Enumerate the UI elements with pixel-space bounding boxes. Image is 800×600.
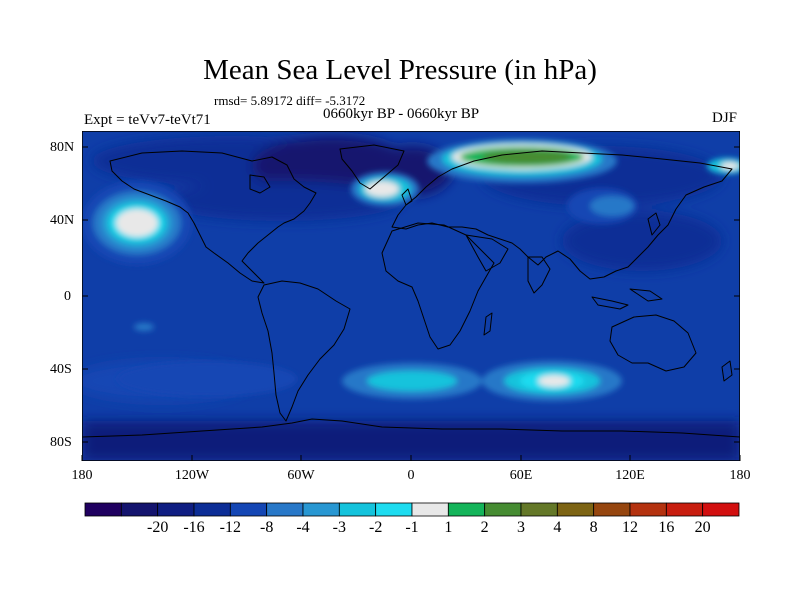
colorbar-label: -12 — [219, 519, 241, 536]
colorbar-swatch — [120, 502, 159, 517]
colorbar-swatch — [266, 502, 304, 517]
coastlines — [82, 144, 740, 438]
colorbar-label: -8 — [259, 519, 274, 536]
lat-tick-label: 0 — [64, 289, 71, 304]
colorbar-swatch — [411, 502, 449, 517]
stats-text: rmsd= 5.89172 diff= -5.3172 — [214, 93, 366, 108]
colorbar-label: 8 — [589, 519, 598, 536]
colorbar-label: -20 — [146, 519, 169, 536]
lon-tick-label: 180 — [71, 468, 93, 483]
lat-tick-label: 80S — [50, 435, 72, 450]
colorbar-label: -2 — [368, 519, 383, 536]
colorbar-swatch — [375, 502, 413, 517]
colorbar-swatch — [520, 502, 558, 517]
lon-tick-label: 0 — [407, 468, 415, 483]
map-title: Mean Sea Level Pressure (in hPa) — [203, 54, 597, 86]
lat-tick-label: 40S — [50, 362, 72, 377]
colorbar-swatch — [665, 502, 704, 517]
colorbar-swatch — [193, 502, 231, 517]
colorbar-swatch — [84, 502, 122, 517]
colorbar-label: -1 — [405, 519, 419, 536]
season-label: DJF — [712, 110, 738, 126]
colorbar-label: -4 — [296, 519, 310, 536]
colorbar-label: 16 — [658, 519, 675, 536]
lon-tick-label: 120E — [615, 468, 645, 483]
high-pressure-regions — [82, 139, 740, 401]
colorbar-label: -3 — [332, 519, 346, 536]
colorbar-swatch — [629, 502, 667, 517]
lon-tick-label: 60E — [509, 468, 533, 483]
lat-tick-label: 80N — [50, 140, 75, 155]
colorbar-label: 4 — [553, 519, 562, 536]
colorbar-swatch — [447, 502, 486, 517]
colorbar-swatch — [157, 502, 195, 517]
colorbar-label: 12 — [622, 519, 638, 536]
pressure-map — [82, 131, 740, 461]
lat-tick-label: 40N — [50, 213, 75, 228]
colorbar-label: 1 — [444, 519, 453, 536]
colorbar-swatch — [302, 502, 340, 517]
lon-tick-label: 120W — [174, 468, 210, 483]
colorbar — [84, 502, 740, 517]
colorbar-swatch — [593, 502, 631, 517]
experiment-label: Expt = teVv7-teVt71 — [84, 112, 211, 128]
lon-tick-label: 60W — [287, 468, 315, 483]
colorbar-swatch — [484, 502, 522, 517]
colorbar-label: -16 — [183, 519, 205, 536]
colorbar-swatch — [338, 502, 377, 517]
colorbar-label: 3 — [517, 519, 525, 536]
colorbar-swatch — [702, 502, 740, 517]
lon-tick-label: 180 — [729, 468, 751, 483]
colorbar-swatch — [556, 502, 595, 517]
colorbar-label: 2 — [480, 519, 489, 536]
colorbar-swatch — [229, 502, 268, 517]
period-subtitle: 0660kyr BP - 0660kyr BP — [323, 106, 480, 122]
colorbar-label: 20 — [694, 519, 711, 536]
